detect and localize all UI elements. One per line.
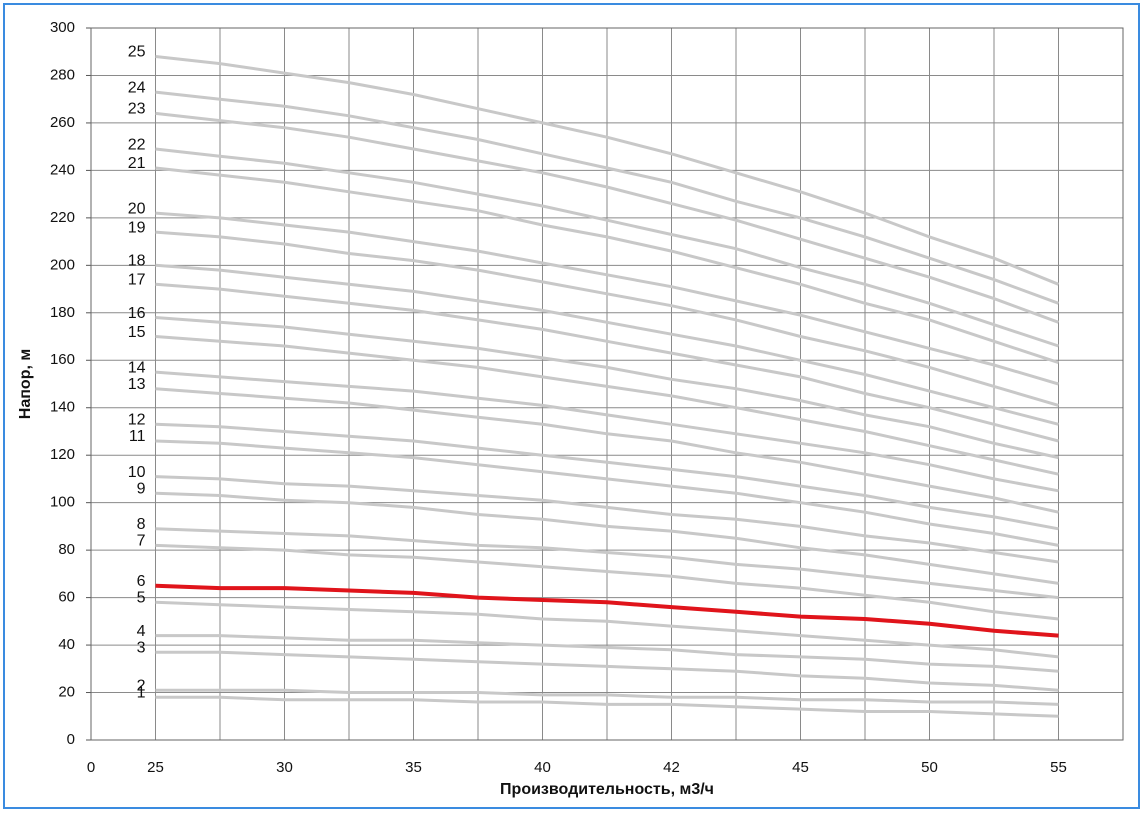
series-line [155,263,1059,426]
y-tick-label: 200 [50,256,75,273]
series-label: 24 [128,79,146,96]
series-label: 13 [128,376,146,393]
series-line [155,370,1059,493]
series-label: 1 [137,684,146,701]
series-label: 2 [137,677,146,694]
series-line [155,422,1059,531]
y-tick-label: 220 [50,209,75,226]
x-tick-label: 25 [147,759,164,776]
series-label: 3 [137,639,146,656]
y-tick-label: 160 [50,351,75,368]
y-tick-label: 120 [50,446,75,463]
series-label: 21 [128,155,146,172]
y-tick-label: 280 [50,66,75,83]
series-label: 16 [128,305,146,322]
series-label: 4 [137,623,146,640]
series-label: 12 [128,412,146,429]
series-line [155,688,1059,706]
series-line [155,335,1059,476]
y-tick-label: 40 [58,636,75,653]
series-line [155,695,1059,718]
series-line [155,650,1059,692]
x-tick-label: 40 [534,759,551,776]
series-label: 18 [128,253,146,270]
y-tick-label: 180 [50,304,75,321]
x-tick-label: 0 [87,759,95,776]
series-line [155,491,1059,585]
series-label: 20 [128,200,146,217]
y-tick-label: 300 [50,19,75,36]
series-line [155,230,1059,407]
series-line [155,55,1060,286]
series-line [155,439,1059,547]
series-label: 17 [128,272,146,289]
y-tick-label: 20 [58,684,75,701]
series-label: 7 [137,533,146,550]
x-tick-label: 45 [792,759,809,776]
y-tick-label: 260 [50,114,75,131]
series-line [155,111,1060,324]
y-axis-title: Напор, м [17,349,34,419]
series-label: 9 [137,480,146,497]
y-tick-label: 100 [50,494,75,511]
series-line [155,527,1059,600]
x-tick-label: 42 [663,759,680,776]
plot-border [90,27,1124,741]
x-tick-label: 50 [921,759,938,776]
series-label: 6 [137,573,146,590]
y-tick-label: 140 [50,399,75,416]
y-tick-label: 0 [67,731,75,748]
series-line [155,90,1060,305]
series-line [155,600,1059,659]
series-label: 19 [128,219,146,236]
y-tick-label: 240 [50,161,75,178]
series-line [155,316,1059,460]
x-axis-title: Производительность, м3/ч [500,781,714,798]
x-tick-label: 35 [405,759,422,776]
series-line [155,543,1059,621]
x-tick-label: 55 [1050,759,1067,776]
series-label: 15 [128,324,146,341]
frame [3,3,1140,809]
series-line [155,211,1059,386]
series-line [155,282,1059,443]
series-label: 8 [137,516,146,533]
series-label: 10 [128,464,146,481]
series-label: 23 [128,101,146,118]
x-tick-label: 30 [276,759,293,776]
series-label: 25 [128,44,146,61]
series-line [155,166,1059,365]
series-line [155,147,1059,348]
y-tick-label: 60 [58,589,75,606]
series-label: 14 [128,359,146,376]
series-line [155,634,1059,673]
series-label: 22 [128,136,146,153]
series-line [155,583,1059,638]
y-tick-label: 80 [58,541,75,558]
series-label: 5 [137,590,146,607]
series-label: 11 [129,428,146,445]
series-line [155,387,1059,514]
series-line [155,475,1059,564]
